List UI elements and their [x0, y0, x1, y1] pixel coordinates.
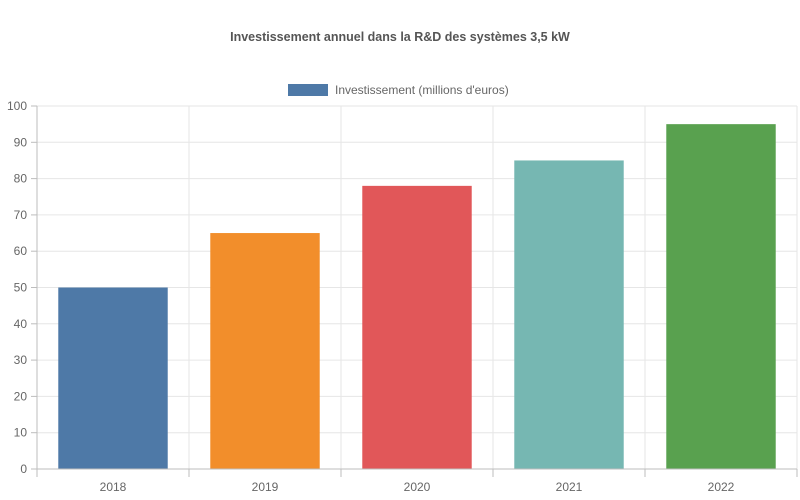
- bar-2022[interactable]: [666, 124, 776, 470]
- y-tick-label: 100: [7, 99, 27, 113]
- legend-label: Investissement (millions d'euros): [335, 83, 509, 97]
- x-tick-label: 2022: [708, 480, 735, 494]
- legend-swatch: [288, 84, 328, 96]
- bar-2019[interactable]: [210, 233, 320, 469]
- y-tick-label: 0: [20, 462, 27, 476]
- legend[interactable]: Investissement (millions d'euros): [288, 83, 509, 97]
- y-tick-label: 90: [14, 135, 28, 149]
- y-tick-label: 20: [14, 389, 28, 403]
- x-tick-label: 2019: [252, 480, 279, 494]
- axes: [31, 105, 798, 477]
- y-tick-label: 70: [14, 208, 28, 222]
- y-tick-label: 50: [14, 281, 28, 295]
- x-tick-label: 2020: [404, 480, 431, 494]
- chart-title: Investissement annuel dans la R&D des sy…: [230, 30, 570, 44]
- x-tick-label: 2021: [556, 480, 583, 494]
- x-tick-label: 2018: [100, 480, 127, 494]
- bar-2020[interactable]: [362, 185, 472, 470]
- y-tick-label: 40: [14, 317, 28, 331]
- bars: [58, 124, 776, 470]
- bar-2018[interactable]: [58, 287, 168, 470]
- y-tick-label: 30: [14, 353, 28, 367]
- x-axis-ticks: 2018 2019 2020 2021 2022: [100, 480, 735, 494]
- y-axis-ticks: 0 10 20 30 40 50 60 70 80 90 100: [7, 99, 27, 476]
- y-tick-label: 60: [14, 244, 28, 258]
- bar-2021[interactable]: [514, 160, 624, 469]
- y-tick-label: 80: [14, 172, 28, 186]
- y-tick-label: 10: [14, 426, 28, 440]
